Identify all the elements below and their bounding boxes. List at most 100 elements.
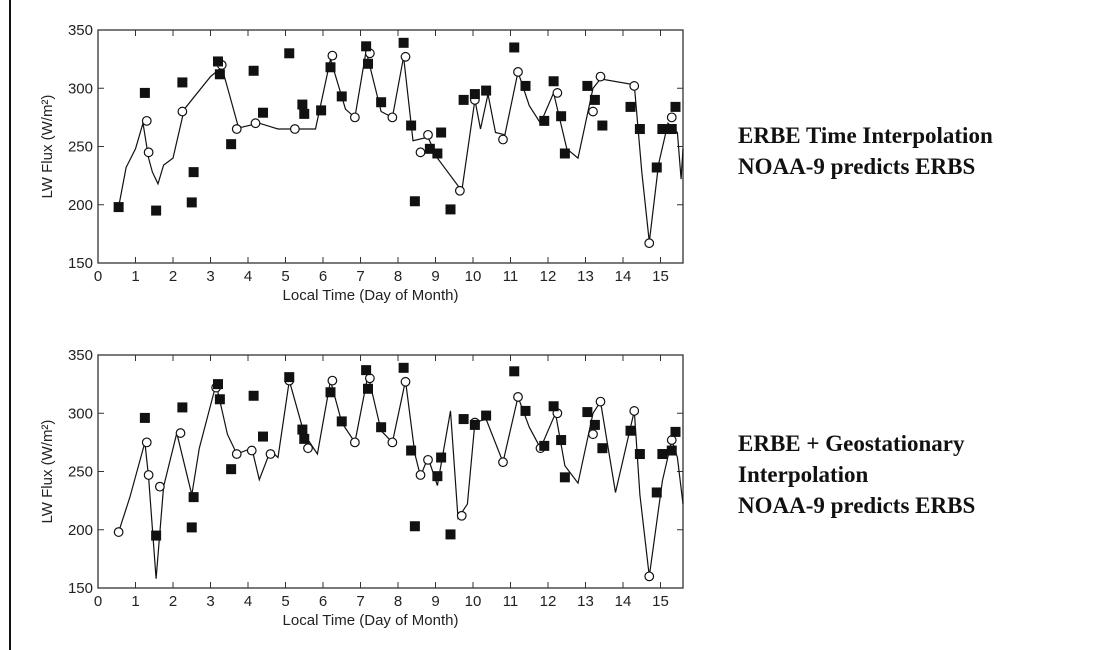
- open-circle-point: [349, 437, 360, 448]
- filled-square-point: [539, 440, 550, 451]
- open-circle-point: [177, 106, 188, 117]
- filled-square-point: [258, 107, 268, 118]
- x-tick-label: 9: [431, 593, 439, 610]
- caption-top-line: NOAA-9 predicts ERBS: [738, 154, 976, 179]
- filled-square-point: [409, 196, 420, 207]
- open-circle-point: [644, 238, 655, 249]
- filled-square-point: [177, 402, 188, 413]
- caption-bottom-line: NOAA-9 predicts ERBS: [738, 493, 976, 518]
- filled-square-point: [398, 37, 409, 48]
- x-tick-label: 4: [244, 268, 252, 285]
- x-axis-label: Local Time (Day of Month): [283, 612, 459, 629]
- x-axis-label: Local Time (Day of Month): [283, 287, 459, 304]
- filled-square-point: [406, 120, 417, 131]
- filled-square-point: [248, 390, 259, 401]
- x-tick-label: 15: [652, 593, 669, 610]
- filled-square-point: [509, 366, 520, 377]
- open-circle-point: [250, 118, 261, 129]
- filled-square-point: [284, 372, 295, 383]
- filled-square-point: [597, 443, 608, 454]
- open-circle-point: [289, 124, 300, 134]
- caption-top: ERBE Time Interpolation NOAA-9 predicts …: [738, 120, 993, 182]
- y-tick-label: 300: [68, 405, 93, 422]
- filled-square-point: [424, 143, 435, 154]
- filled-square-point: [559, 148, 570, 159]
- filled-square-point: [625, 101, 636, 112]
- filled-square-point: [151, 205, 162, 216]
- left-border-rule: [9, 0, 11, 650]
- filled-square-point: [548, 76, 559, 87]
- filled-square-point: [188, 167, 199, 178]
- filled-square-point: [458, 414, 469, 425]
- x-tick-label: 8: [394, 268, 402, 285]
- x-tick-label: 12: [540, 268, 557, 285]
- filled-square-point: [213, 56, 223, 67]
- filled-square-point: [297, 424, 308, 435]
- filled-square-point: [469, 419, 480, 430]
- filled-square-point: [539, 115, 550, 126]
- open-circle-point: [595, 396, 606, 407]
- filled-square-point: [432, 471, 443, 482]
- caption-bottom-line: ERBE + Geostationary: [738, 431, 965, 456]
- open-circle-point: [141, 437, 152, 448]
- x-tick-label: 10: [465, 593, 482, 610]
- filled-square-point: [582, 407, 593, 418]
- filled-square-point: [376, 422, 387, 433]
- open-circle-point: [498, 134, 508, 145]
- filled-square-point: [589, 94, 600, 105]
- filled-square-point: [336, 416, 347, 427]
- open-circle-point: [141, 115, 152, 126]
- filled-square-point: [432, 148, 443, 159]
- filled-square-point: [316, 105, 327, 116]
- x-tick-label: 14: [615, 268, 632, 285]
- open-circle-point: [666, 435, 677, 445]
- filled-square-point: [177, 77, 188, 88]
- open-circle-point: [143, 470, 154, 480]
- x-tick-label: 0: [94, 593, 102, 610]
- filled-square-point: [376, 97, 387, 108]
- filled-square-point: [597, 120, 608, 131]
- filled-square-point: [297, 99, 308, 110]
- x-tick-label: 14: [615, 593, 632, 610]
- x-tick-label: 11: [503, 268, 519, 285]
- filled-square-point: [670, 426, 681, 437]
- filled-square-point: [445, 529, 456, 540]
- filled-square-point: [634, 124, 645, 135]
- filled-square-point: [363, 58, 373, 69]
- filled-square-point: [398, 362, 409, 373]
- open-circle-point: [456, 510, 467, 521]
- x-tick-label: 1: [131, 268, 139, 285]
- open-circle-point: [246, 445, 257, 456]
- y-tick-label: 350: [68, 22, 93, 39]
- filled-square-point: [336, 91, 347, 102]
- open-circle-point: [513, 392, 523, 402]
- x-tick-label: 15: [652, 268, 669, 285]
- filled-square-point: [481, 410, 492, 421]
- open-circle-point: [327, 50, 338, 61]
- open-circle-point: [423, 129, 433, 140]
- filled-square-point: [226, 139, 237, 150]
- filled-square-point: [481, 85, 492, 96]
- filled-square-point: [325, 62, 336, 73]
- filled-square-point: [520, 80, 531, 91]
- filled-square-point: [436, 127, 447, 138]
- y-tick-label: 250: [68, 464, 93, 481]
- filled-square-point: [151, 530, 162, 541]
- filled-square-point: [582, 80, 593, 91]
- filled-square-point: [556, 111, 567, 122]
- open-circle-point: [666, 112, 677, 123]
- interpolation-line: [118, 374, 684, 579]
- filled-square-point: [548, 401, 559, 412]
- caption-bottom: ERBE + Geostationary Interpolation NOAA-…: [738, 428, 975, 521]
- x-tick-label: 4: [244, 593, 252, 610]
- filled-square-point: [299, 108, 310, 119]
- open-circle-point: [387, 112, 398, 123]
- filled-square-point: [666, 124, 677, 135]
- y-tick-label: 200: [68, 522, 93, 539]
- open-circle-point: [454, 185, 465, 196]
- open-circle-point: [400, 376, 411, 387]
- filled-square-point: [258, 431, 268, 442]
- filled-square-point: [657, 449, 668, 460]
- open-circle-point: [349, 112, 360, 123]
- x-tick-label: 2: [169, 593, 177, 610]
